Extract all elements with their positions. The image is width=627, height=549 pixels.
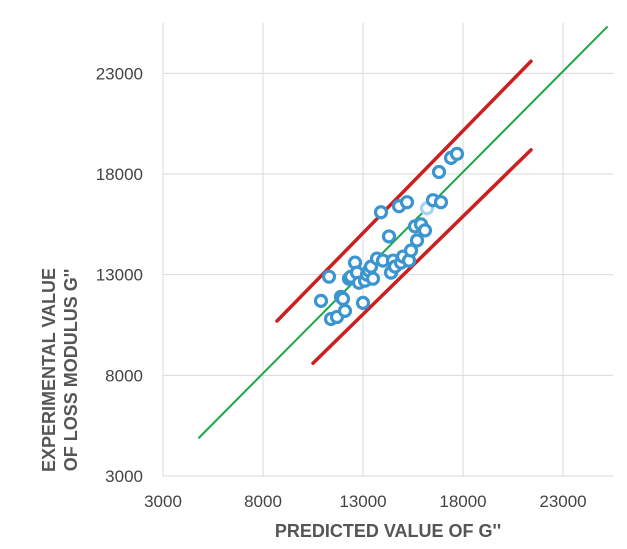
y-axis-title-line-1: EXPERIMENTAL VALUE: [39, 268, 59, 472]
y-tick-label: 18000: [96, 165, 143, 184]
x-tick-label: 18000: [439, 492, 486, 511]
data-point: [449, 146, 465, 161]
data-point: [335, 291, 351, 306]
y-tick-label: 8000: [105, 366, 143, 385]
y-axis-title: EXPERIMENTAL VALUE OF LOSS MODULUS G'': [39, 268, 81, 472]
data-point: [321, 269, 337, 284]
data-point: [373, 205, 389, 220]
data-point: [431, 164, 447, 180]
data-point: [417, 223, 433, 238]
data-point: [313, 293, 329, 308]
lower-bound-line: [311, 148, 533, 366]
data-points: [313, 146, 465, 327]
identity-line: [198, 26, 608, 439]
y-axis-title-line-2: OF LOSS MODULUS G'': [61, 269, 81, 472]
data-point: [381, 229, 397, 244]
data-point: [355, 295, 371, 310]
y-tick-label: 13000: [96, 266, 143, 285]
data-point: [399, 195, 415, 210]
x-tick-label: 3000: [144, 492, 182, 511]
x-tick-label: 8000: [244, 492, 282, 511]
y-tick-label: 23000: [96, 64, 143, 83]
data-point: [365, 271, 381, 286]
y-tick-label: 3000: [105, 467, 143, 486]
x-axis-title: PREDICTED VALUE OF G'': [275, 521, 501, 541]
data-point: [433, 195, 449, 210]
grid-lines: [162, 23, 613, 477]
x-tick-label: 23000: [539, 492, 586, 511]
tick-labels: 3000 8000 13000 18000 23000 3000 8000 13000 1800…: [96, 64, 587, 511]
upper-bound-line: [275, 59, 533, 323]
data-point: [403, 243, 419, 258]
x-tick-label: 13000: [339, 492, 386, 511]
data-point: [409, 233, 425, 248]
reference-lines: [198, 26, 608, 439]
data-point: [337, 303, 353, 319]
